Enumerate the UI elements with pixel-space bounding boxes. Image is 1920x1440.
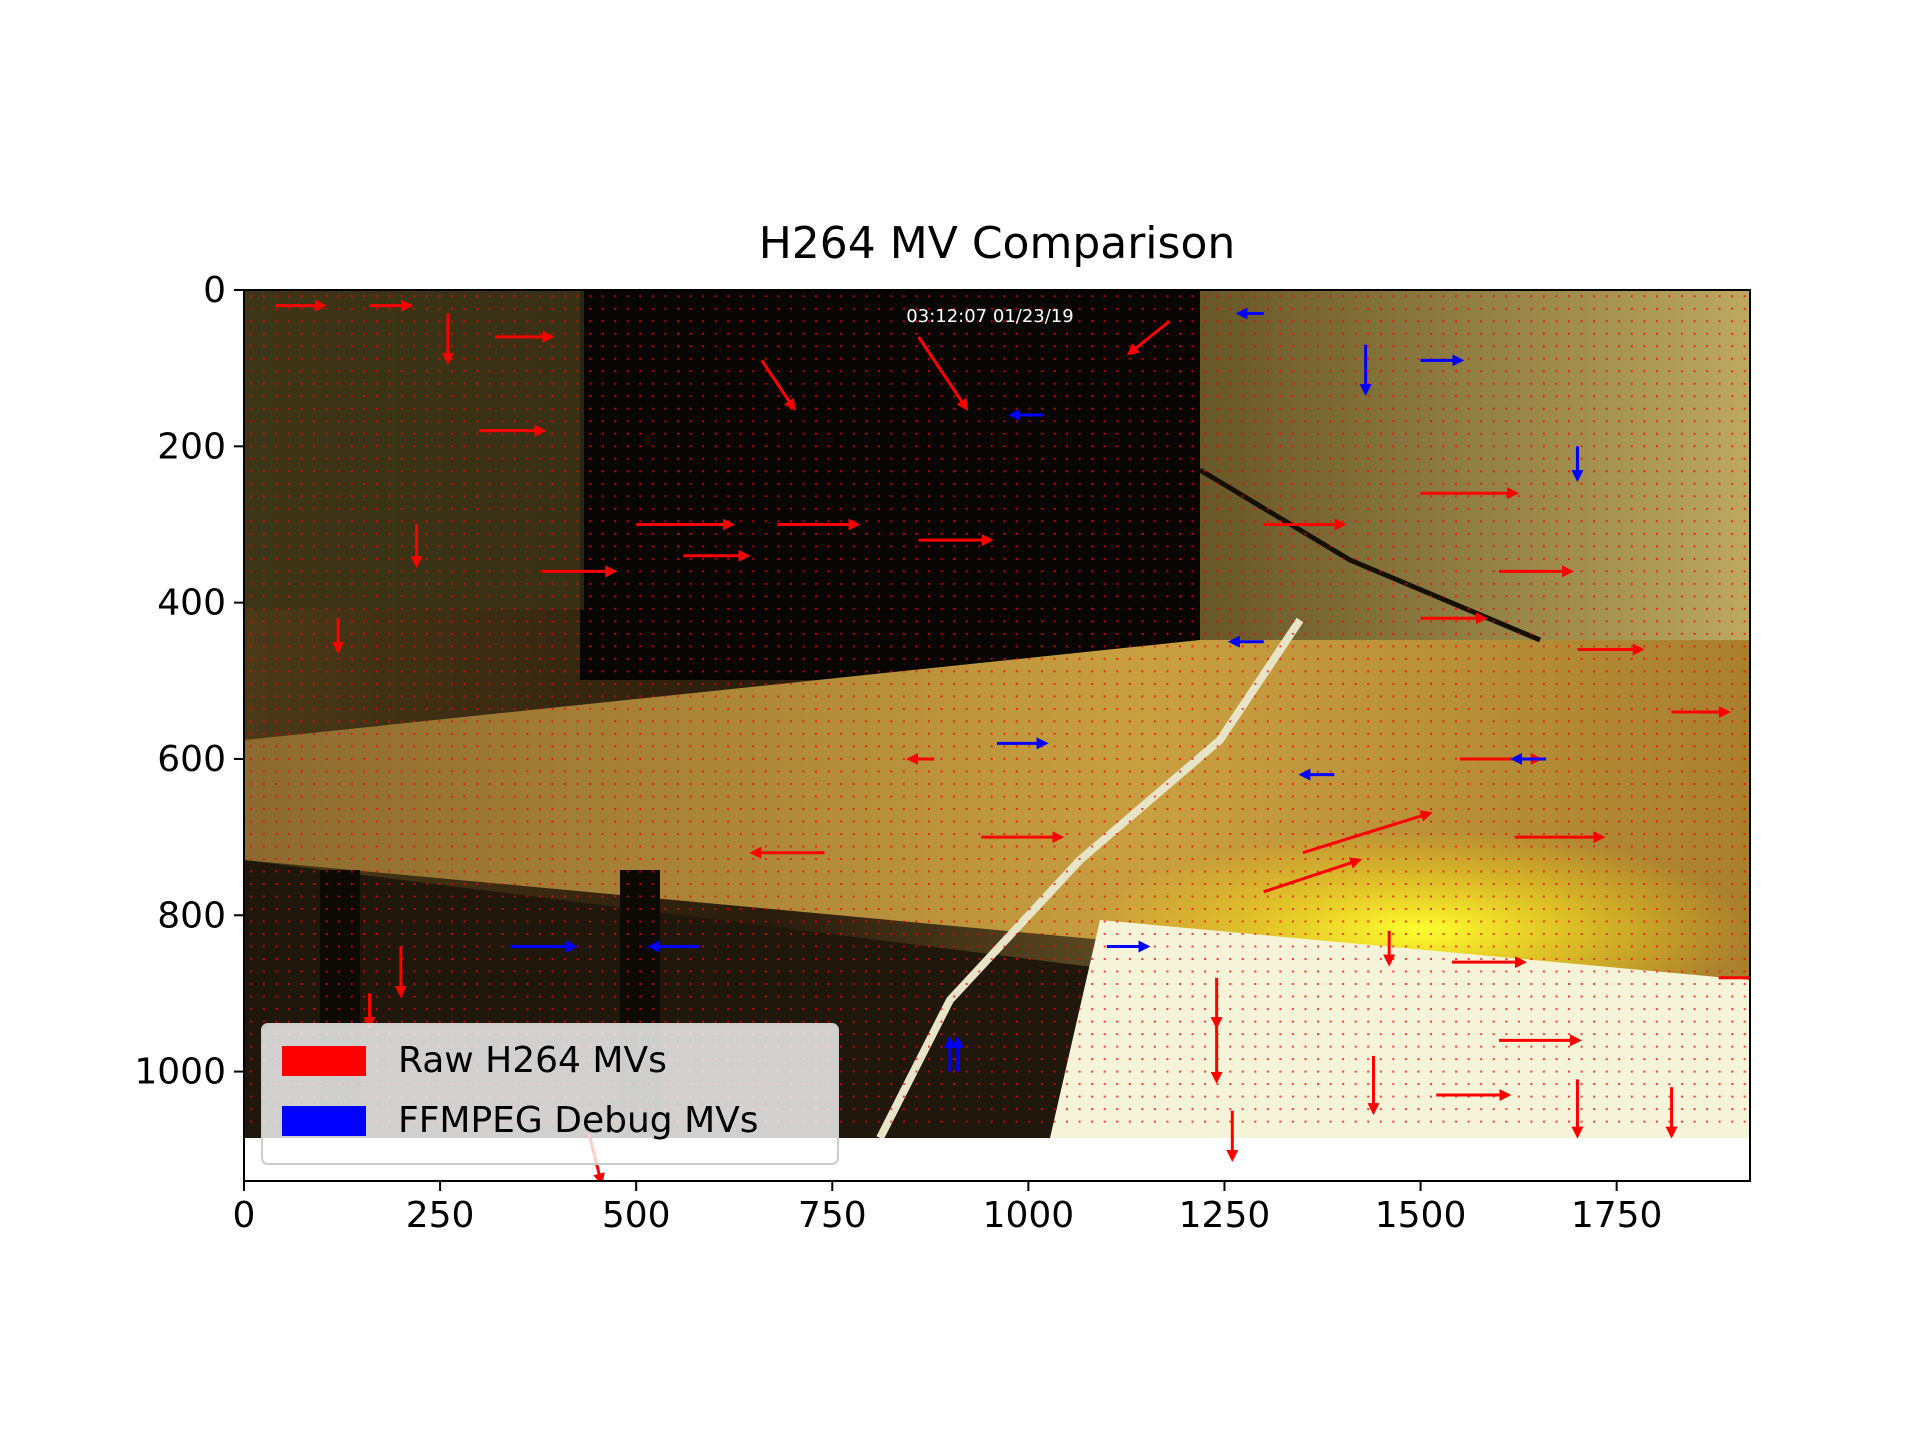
raw-h264-mv-arrow [917, 336, 969, 411]
mv-vectors [275, 299, 1750, 1181]
y-tick-label: 800 [157, 895, 226, 936]
y-tick-label: 400 [157, 583, 226, 624]
legend: Raw H264 MVs FFMPEG Debug MVs [261, 1023, 839, 1165]
x-tick-label: 250 [406, 1195, 475, 1236]
x-tick-label: 750 [798, 1195, 867, 1236]
y-tick-label: 200 [157, 426, 226, 467]
raw-h264-mv-arrow [1126, 320, 1171, 356]
x-tick-label: 1250 [1179, 1195, 1271, 1236]
y-tick-label: 0 [203, 270, 226, 311]
x-tick-label: 1750 [1571, 1195, 1663, 1236]
frame-timestamp: 03:12:07 01/23/19 [906, 306, 1073, 327]
x-axis: 0 250 500 750 1000 1250 1500 1750 [233, 1181, 1663, 1236]
y-axis: 0 200 400 600 800 1000 [134, 270, 244, 1093]
raw-h264-mv-arrow [1263, 857, 1363, 894]
legend-swatch-ffmpeg [282, 1106, 366, 1136]
raw-h264-mv-arrow [1302, 810, 1433, 855]
chart-title: H264 MV Comparison [759, 218, 1236, 269]
legend-label-ffmpeg: FFMPEG Debug MVs [398, 1100, 759, 1141]
x-tick-label: 1000 [983, 1195, 1075, 1236]
y-tick-label: 600 [157, 739, 226, 780]
x-tick-label: 500 [602, 1195, 671, 1236]
raw-h264-mv-arrow [760, 359, 796, 411]
legend-swatch-raw [282, 1046, 366, 1076]
legend-box [261, 1023, 839, 1165]
y-tick-label: 1000 [134, 1052, 226, 1093]
x-tick-label: 1500 [1375, 1195, 1467, 1236]
x-tick-label: 0 [233, 1195, 256, 1236]
axes-frame [243, 289, 1751, 1182]
legend-label-raw: Raw H264 MVs [398, 1040, 667, 1081]
